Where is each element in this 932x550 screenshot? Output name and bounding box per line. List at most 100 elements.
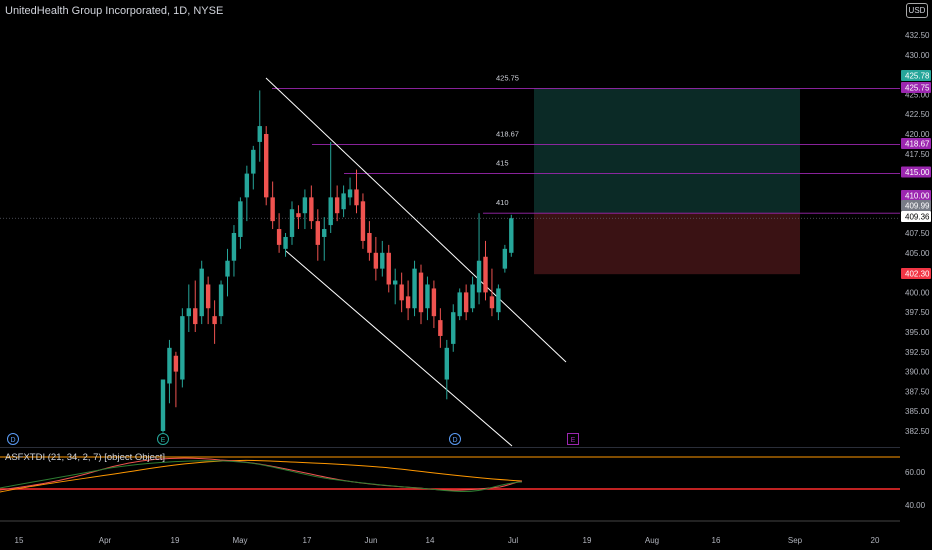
candle bbox=[328, 141, 333, 233]
price-axis-label: 395.00 bbox=[905, 328, 930, 337]
level-label: 425.75 bbox=[496, 73, 519, 82]
candles bbox=[160, 90, 514, 433]
candle bbox=[438, 308, 443, 348]
price-axis-label: 430.00 bbox=[905, 51, 930, 60]
candle-body bbox=[218, 284, 224, 317]
price-axis[interactable]: 432.50430.00427.50425.00422.50420.00417.… bbox=[901, 31, 931, 436]
marker-circle bbox=[7, 433, 19, 445]
candle bbox=[302, 189, 308, 230]
candle-body bbox=[451, 312, 456, 344]
time-axis-label: 16 bbox=[712, 536, 721, 545]
price-tag-bg bbox=[901, 138, 931, 149]
candle bbox=[489, 268, 495, 317]
candle bbox=[425, 276, 430, 321]
candle-body bbox=[418, 272, 424, 313]
candle bbox=[360, 193, 366, 249]
candle bbox=[457, 288, 462, 321]
candle-body bbox=[393, 280, 398, 285]
candle bbox=[173, 351, 179, 408]
price-tag: 409.99 bbox=[901, 200, 931, 211]
marker-label: D bbox=[452, 437, 457, 444]
candle-body bbox=[160, 379, 166, 431]
event-marker[interactable]: D bbox=[7, 433, 19, 445]
candle-body bbox=[509, 218, 514, 253]
price-tag-label: 415.00 bbox=[905, 168, 930, 177]
time-axis-label: May bbox=[232, 536, 247, 545]
candle-body bbox=[502, 248, 508, 269]
candle-body bbox=[341, 193, 346, 210]
candle-body bbox=[360, 201, 366, 241]
time-axis-label: Apr bbox=[99, 536, 112, 545]
candle-body bbox=[496, 288, 501, 313]
candle bbox=[231, 225, 237, 277]
candle-body bbox=[347, 189, 353, 198]
trend-channel[interactable] bbox=[265, 77, 567, 447]
candle-body bbox=[289, 209, 295, 237]
horizontal-levels: 425.75 418.67 415 410 bbox=[0, 73, 900, 219]
candle-body bbox=[354, 189, 359, 206]
candle-body bbox=[438, 320, 443, 336]
price-tag-bg bbox=[901, 82, 931, 93]
candle bbox=[193, 280, 198, 332]
time-axis-label: Sep bbox=[788, 536, 803, 545]
event-marker[interactable]: E bbox=[157, 433, 169, 445]
candle-body bbox=[328, 197, 333, 226]
time-axis[interactable]: 15 Apr 19 May 17 Jun 14 Jul 19 Aug 16 Sep 20 bbox=[15, 536, 880, 545]
price-tag-bg bbox=[901, 211, 931, 222]
candle bbox=[270, 181, 275, 230]
time-axis-label: 15 bbox=[15, 536, 24, 545]
marker-square bbox=[567, 433, 579, 445]
candle-body bbox=[412, 268, 417, 309]
price-tag-bg bbox=[901, 200, 931, 211]
candle-body bbox=[322, 229, 327, 237]
candle-body bbox=[431, 288, 437, 317]
candle-body bbox=[309, 197, 314, 222]
candle-body bbox=[489, 296, 495, 309]
candle bbox=[367, 221, 372, 261]
candle bbox=[380, 240, 385, 277]
event-marker[interactable]: D bbox=[449, 433, 461, 445]
candle-body bbox=[315, 221, 320, 245]
candle-body bbox=[238, 201, 243, 237]
marker-circle bbox=[449, 433, 461, 445]
currency-button[interactable]: USD bbox=[906, 3, 928, 18]
price-tag-label: 425.78 bbox=[905, 72, 930, 81]
candle bbox=[509, 214, 514, 257]
price-tag: 415.00 bbox=[901, 166, 931, 178]
candle-body bbox=[199, 268, 204, 317]
price-tag: 409.36 bbox=[901, 211, 931, 222]
candle-body bbox=[367, 233, 372, 253]
price-axis-label: 392.50 bbox=[905, 348, 930, 357]
indicator-level-label: 40.00 bbox=[905, 501, 926, 510]
indicator-slow-line bbox=[0, 459, 523, 493]
price-axis-label: 382.50 bbox=[905, 427, 930, 436]
price-axis-label: 385.00 bbox=[905, 407, 930, 416]
candle bbox=[199, 260, 204, 325]
candle-body bbox=[380, 252, 385, 269]
candle-body bbox=[470, 284, 475, 309]
event-marker[interactable]: E bbox=[567, 433, 579, 445]
price-axis-label: 422.50 bbox=[905, 110, 930, 119]
candle-body bbox=[167, 347, 172, 384]
candle bbox=[476, 213, 482, 305]
candle-body bbox=[386, 252, 391, 285]
price-tag-label: 410.00 bbox=[905, 192, 930, 201]
time-axis-label: 17 bbox=[303, 536, 312, 545]
price-axis-label: 432.50 bbox=[905, 31, 930, 40]
price-tag-label: 425.75 bbox=[905, 84, 930, 93]
price-axis-label: 425.00 bbox=[905, 90, 930, 99]
price-tag-label: 409.36 bbox=[905, 213, 930, 222]
candle bbox=[496, 284, 501, 321]
price-axis-label: 405.00 bbox=[905, 249, 930, 258]
candle-body bbox=[373, 252, 379, 269]
candle-body bbox=[296, 213, 301, 218]
candle bbox=[470, 276, 475, 313]
price-tag-bg bbox=[901, 190, 931, 201]
candle bbox=[386, 244, 391, 293]
time-axis-label: 19 bbox=[171, 536, 180, 545]
time-axis-label: Aug bbox=[645, 536, 659, 545]
candle-body bbox=[251, 149, 256, 174]
candle bbox=[418, 264, 424, 325]
